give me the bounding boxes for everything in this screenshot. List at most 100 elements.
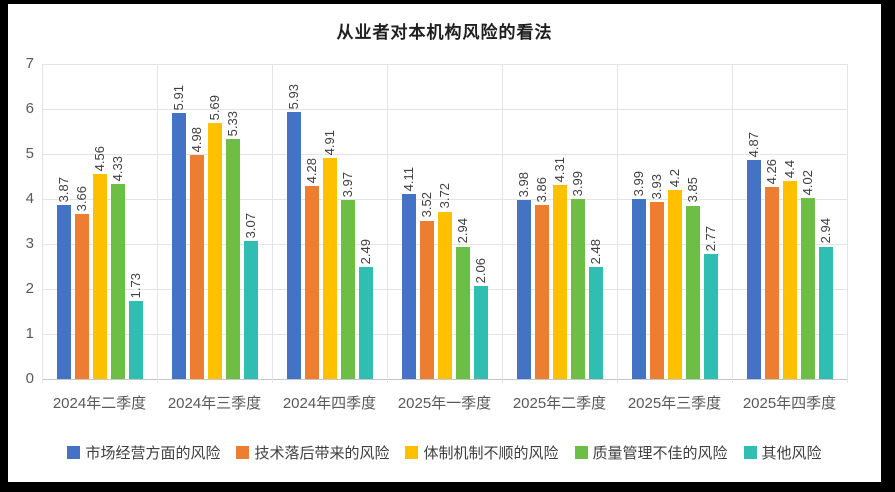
plot-area: 3.87 3.66 4.56 4.33 1.73 5.91 4.98 5.69 5.33 3.07… — [42, 64, 848, 383]
bar-value-label: 4.87 — [746, 131, 761, 157]
bar-value-label: 4.11 — [401, 166, 416, 192]
bar — [552, 185, 567, 379]
bar-group: 4.87 4.26 4.4 4.02 2.94 — [732, 64, 847, 379]
bar — [243, 240, 258, 379]
bar-value-label: 1.73 — [128, 272, 143, 299]
bar-value-label: 3.52 — [419, 192, 434, 218]
bar-item: 3.98 — [516, 64, 531, 379]
bar-value-label: 4.33 — [110, 155, 125, 182]
bar-item: 4.4 — [782, 64, 797, 379]
bar — [358, 266, 373, 379]
bar-value-label: 3.07 — [243, 212, 258, 238]
y-axis-tick-label: 3 — [25, 235, 34, 252]
y-axis-tick-label: 0 — [25, 370, 34, 387]
bar-value-label: 5.93 — [286, 83, 301, 110]
category-separator-line — [847, 64, 848, 383]
bar — [473, 286, 488, 379]
bar-value-label: 3.86 — [534, 177, 549, 203]
category-separator-line — [42, 64, 43, 383]
bar — [818, 246, 833, 379]
legend-swatch-icon — [574, 446, 588, 459]
bar-group: 4.11 3.52 3.72 2.94 2.06 — [387, 64, 502, 379]
bar — [516, 199, 531, 379]
bar — [189, 154, 204, 379]
y-axis-tick-label: 5 — [25, 145, 34, 162]
legend-item: 体制机制不顺的风险 — [405, 442, 559, 463]
bar — [401, 194, 416, 379]
chart-title: 从业者对本机构风险的看法 — [336, 23, 553, 42]
legend-label: 技术落后带来的风险 — [254, 445, 390, 462]
bar-group: 3.87 3.66 4.56 4.33 1.73 — [42, 64, 157, 379]
bar-item: 2.49 — [358, 64, 373, 379]
bar-item: 5.33 — [225, 64, 240, 379]
bar — [286, 112, 301, 379]
y-axis-tick-label: 4 — [25, 190, 34, 207]
bar-item: 4.11 — [401, 64, 416, 379]
bar-item: 4.31 — [552, 64, 567, 379]
bar — [631, 199, 646, 379]
bar — [703, 254, 718, 379]
bar-value-label: 4.98 — [189, 126, 204, 152]
legend-swatch-icon — [743, 446, 757, 459]
bar — [92, 173, 107, 379]
bar-value-label: 3.93 — [649, 173, 664, 200]
bar-item: 3.99 — [570, 64, 585, 379]
legend-label: 体制机制不顺的风险 — [423, 445, 559, 462]
bar-value-label: 3.98 — [516, 171, 531, 197]
legend-swatch-icon — [236, 446, 250, 459]
x-axis-category-label: 2024年二季度 — [52, 395, 147, 412]
bar-group: 3.99 3.93 4.2 3.85 2.77 — [617, 64, 732, 379]
bar — [56, 204, 71, 379]
bar-item: 3.97 — [340, 64, 355, 379]
bar-item: 5.91 — [171, 64, 186, 379]
legend-swatch-icon — [67, 446, 81, 459]
bar-item: 4.91 — [322, 64, 337, 379]
x-axis-category-label: 2024年四季度 — [282, 395, 377, 412]
bar — [649, 202, 664, 379]
x-axis-category-label: 2025年三季度 — [627, 395, 722, 412]
bar-group: 5.93 4.28 4.91 3.97 2.49 — [272, 64, 387, 379]
x-axis-category-label: 2025年四季度 — [742, 395, 837, 412]
bar-item: 4.33 — [110, 64, 125, 379]
bar — [455, 246, 470, 379]
bar-value-label: 4.28 — [304, 158, 319, 184]
bar-group: 3.98 3.86 4.31 3.99 2.48 — [502, 64, 617, 379]
bar — [764, 187, 779, 379]
bar-value-label: 4.26 — [764, 159, 779, 185]
bar — [746, 159, 761, 379]
bar-item: 4.2 — [667, 64, 682, 379]
bar-item: 4.98 — [189, 64, 204, 379]
bar-value-label: 5.91 — [171, 84, 186, 111]
legend-item: 技术落后带来的风险 — [236, 442, 389, 463]
bar-item: 2.06 — [473, 64, 488, 379]
bar-value-label: 4.56 — [92, 145, 107, 171]
bar-value-label: 4.91 — [322, 129, 337, 156]
bar — [570, 199, 585, 379]
bar — [304, 186, 319, 379]
bar — [534, 205, 549, 379]
y-axis-tick-label: 1 — [25, 325, 34, 342]
legend-item: 质量管理不佳的风险 — [574, 442, 728, 463]
bar-value-label: 2.94 — [455, 218, 470, 244]
bar — [171, 113, 186, 379]
legend: 市场经营方面的风险 技术落后带来的风险 体制机制不顺的风险 质量管理不佳的风险 其他风险 — [8, 442, 881, 463]
x-axis-category-label: 2025年二季度 — [512, 395, 607, 412]
bar — [225, 139, 240, 379]
bar — [800, 198, 815, 379]
bar — [340, 200, 355, 379]
bar-item: 2.77 — [703, 64, 718, 379]
bar-item: 2.94 — [818, 64, 833, 379]
gridline — [42, 64, 847, 65]
bar-item: 3.07 — [243, 64, 258, 379]
bar — [667, 190, 682, 379]
bar-item: 5.69 — [207, 64, 222, 379]
bar — [782, 181, 797, 379]
bar — [437, 211, 452, 379]
bar-value-label: 2.48 — [588, 239, 603, 265]
bar — [588, 267, 603, 379]
gridline — [42, 154, 847, 155]
category-separator-line — [617, 64, 618, 383]
legend-item: 市场经营方面的风险 — [67, 442, 220, 463]
x-axis-category-label: 2024年三季度 — [167, 395, 262, 412]
y-axis-tick-label: 2 — [25, 280, 34, 297]
